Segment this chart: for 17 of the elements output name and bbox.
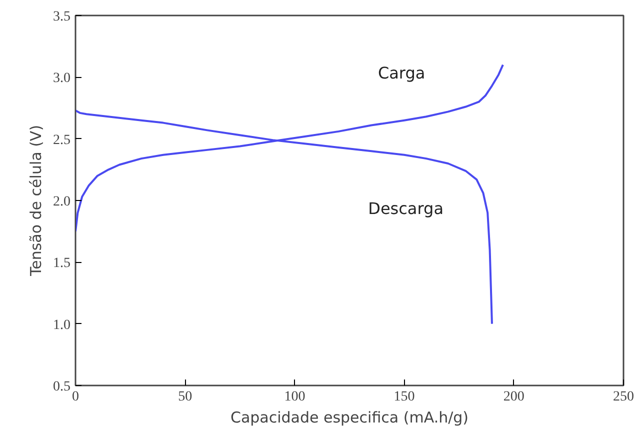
y-tick-label: 3.0 xyxy=(53,71,70,86)
x-tick-label: 150 xyxy=(394,390,415,404)
text: Descarga xyxy=(368,199,444,218)
x-tick-label: 250 xyxy=(613,390,634,404)
x-axis-title: Capacidade especifica (mA.h/g) xyxy=(230,408,469,426)
x-tick-label: 100 xyxy=(284,390,306,404)
y-axis-title: Tensão de célula (V) xyxy=(27,124,45,278)
y-tick-label: 2.0 xyxy=(53,194,70,210)
y-tick-label: 0.5 xyxy=(53,380,70,394)
x-tick-label: 0 xyxy=(72,390,79,404)
y-tick-label: 1.0 xyxy=(53,318,70,333)
x-tick-label: 200 xyxy=(503,390,524,404)
x-tick-label: 50 xyxy=(178,390,192,404)
y-tick-label: 2.5 xyxy=(53,132,70,148)
y-tick-label: 3.5 xyxy=(53,10,70,24)
y-tick-label: 1.5 xyxy=(53,256,70,272)
text: Carga xyxy=(378,63,426,82)
